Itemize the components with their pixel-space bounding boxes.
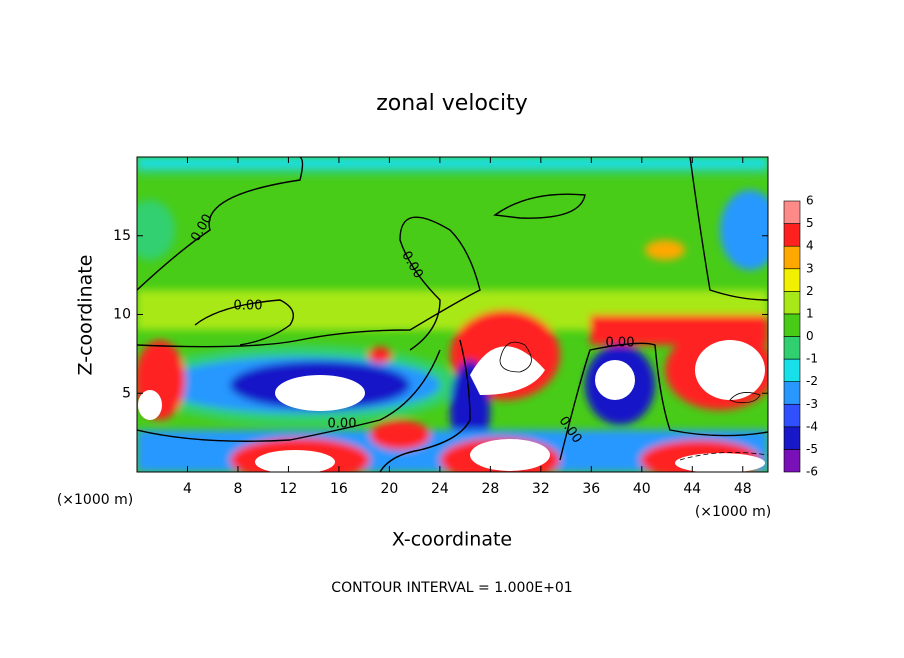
x-tick-label: 36 (582, 481, 600, 497)
colorbar-label: -6 (806, 465, 818, 479)
colorbar-box (783, 336, 801, 360)
x-tick-label: 28 (481, 481, 499, 497)
colorbar-box (783, 426, 801, 450)
x-tick-label: 4 (183, 481, 192, 497)
colorbar-label: -3 (806, 397, 818, 411)
contour-label: 0.00 (328, 417, 357, 432)
colorbar-label: 0 (806, 329, 814, 343)
chart-title: zonal velocity (376, 91, 528, 116)
x-tick-label: 48 (734, 481, 752, 497)
y-axis-label: Z-coordinate (75, 255, 97, 376)
y-tick-label: 10 (113, 307, 131, 323)
contour-label: 0.00 (234, 299, 263, 314)
negative-contour (679, 452, 768, 461)
colorbar-box (783, 313, 801, 337)
colorbar-box (783, 403, 801, 428)
colorbar-box (783, 381, 801, 405)
colorbar-label: -2 (806, 374, 818, 388)
colorbar-label: -5 (806, 442, 818, 456)
colorbar-box (783, 245, 801, 270)
colorbar-box (783, 449, 801, 473)
contour-label: 0.00 (606, 336, 635, 351)
x-tick-label: 20 (380, 481, 398, 497)
x-tick-label: 40 (633, 481, 651, 497)
footnote: CONTOUR INTERVAL = 1.000E+01 (331, 580, 572, 596)
colorbar-label: -4 (806, 419, 818, 433)
x-tick-label: 16 (330, 481, 348, 497)
colorbar-label: 5 (806, 216, 814, 230)
colorbar-box (783, 358, 801, 382)
x-tick-label: 44 (683, 481, 701, 497)
colorbar-box (783, 268, 801, 292)
colorbar-label: 3 (806, 261, 814, 275)
y-tick-label: 15 (113, 228, 131, 244)
colorbar-box (783, 200, 801, 224)
colorbar-label: -1 (806, 352, 818, 366)
x-axis-label: X-coordinate (392, 529, 512, 551)
y-tick-label: 5 (122, 385, 131, 401)
colorbar-label: 2 (806, 284, 814, 298)
field: 0.00 0.00 0.00 0.00 0.00 0.00 (137, 157, 768, 472)
field-saturated (138, 340, 765, 472)
x-tick-label: 32 (532, 481, 550, 497)
x-unit-label: (×1000 m) (695, 504, 771, 520)
colorbar-box (783, 291, 801, 315)
colorbar-label: 6 (806, 194, 814, 208)
colorbar-label: 1 (806, 306, 814, 320)
x-tick-label: 8 (233, 481, 242, 497)
contour-lines (137, 157, 768, 472)
x-tick-label: 12 (280, 481, 298, 497)
colorbar-label: 4 (806, 239, 814, 253)
colorbar-box (783, 223, 801, 247)
y-unit-label: (×1000 m) (57, 492, 133, 508)
x-tick-label: 24 (431, 481, 449, 497)
